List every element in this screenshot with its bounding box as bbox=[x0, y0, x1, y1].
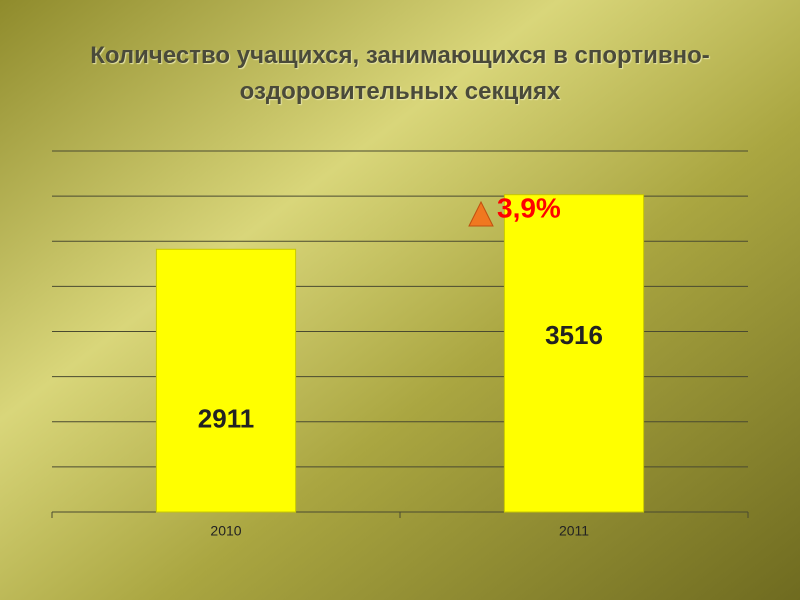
title-box: Количество учащихся, занимающихся в спор… bbox=[90, 42, 710, 105]
data-label: 3516 bbox=[545, 320, 603, 350]
x-tick-label: 2011 bbox=[559, 523, 589, 539]
data-label: 2911 bbox=[198, 404, 254, 434]
up-triangle bbox=[468, 200, 494, 227]
bar bbox=[503, 194, 645, 513]
chart-title: Количество учащихся, занимающихся в спор… bbox=[90, 42, 710, 105]
x-tick-label: 2010 bbox=[210, 523, 241, 539]
bar bbox=[155, 248, 297, 513]
annotation: 3,9% bbox=[497, 192, 561, 223]
